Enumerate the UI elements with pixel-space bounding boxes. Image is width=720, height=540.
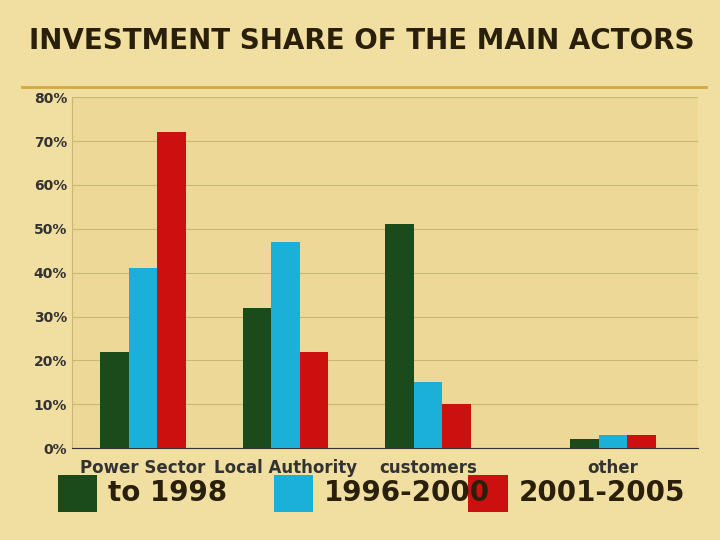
Bar [243,308,271,448]
Bar [385,225,414,448]
Bar [414,382,442,448]
Text: 1996-2000: 1996-2000 [324,479,490,507]
Bar [442,404,471,448]
FancyBboxPatch shape [274,475,313,512]
Bar [129,268,158,448]
Text: to 1998: to 1998 [108,479,227,507]
Bar [627,435,656,448]
FancyBboxPatch shape [468,475,508,512]
Bar [271,242,300,448]
Bar [101,352,129,448]
Text: INVESTMENT SHARE OF THE MAIN ACTORS: INVESTMENT SHARE OF THE MAIN ACTORS [29,28,694,55]
Bar [570,440,599,448]
Bar [300,352,328,448]
Bar [158,132,186,448]
Text: 2001-2005: 2001-2005 [518,479,685,507]
Bar [599,435,627,448]
FancyBboxPatch shape [58,475,97,512]
